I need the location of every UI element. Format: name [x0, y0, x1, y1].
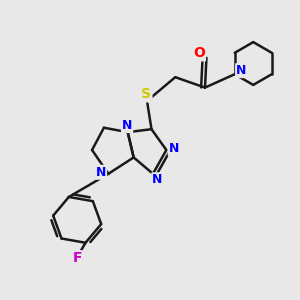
Text: O: O — [193, 46, 205, 60]
Text: N: N — [96, 166, 106, 179]
Text: N: N — [169, 142, 179, 155]
Text: S: S — [141, 87, 152, 101]
Text: N: N — [152, 173, 163, 186]
Text: N: N — [122, 119, 132, 132]
Text: F: F — [72, 251, 82, 265]
Text: N: N — [236, 64, 246, 77]
